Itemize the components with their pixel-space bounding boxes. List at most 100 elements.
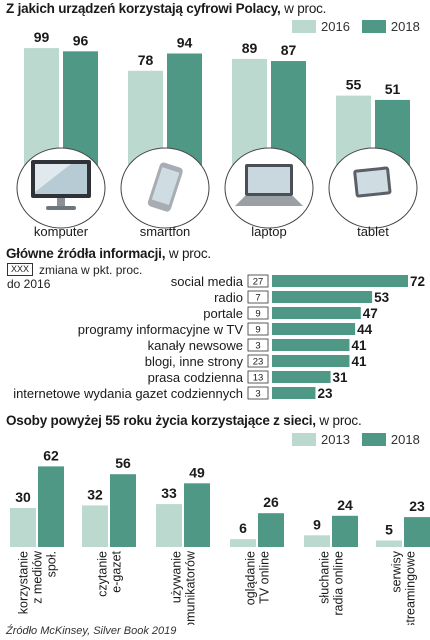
chart1-title-text: Z jakich urządzeń korzystają cyfrowi Pol… bbox=[6, 1, 281, 16]
senior-category-5-line-0: serwisy bbox=[389, 550, 403, 592]
senior-bar-2-2013 bbox=[156, 504, 182, 547]
news-label-7: internetowe wydania gazet codziennych bbox=[13, 386, 243, 401]
tablet-icon bbox=[353, 166, 392, 198]
chart1-legend: 2016 2018 bbox=[292, 19, 430, 34]
category-label-laptop: laptop bbox=[251, 224, 286, 239]
news-change-2: 9 bbox=[255, 309, 260, 320]
laptop-icon bbox=[235, 164, 303, 206]
chart2-title: Główne źródła informacji, w proc. bbox=[6, 246, 211, 261]
legend-swatch-2018 bbox=[361, 20, 386, 33]
laptop-screen bbox=[248, 167, 290, 193]
senior-value-3-2018: 26 bbox=[263, 494, 279, 510]
senior-value-3-2013: 6 bbox=[239, 520, 247, 536]
senior-category-0-line-0: korzystanie bbox=[16, 551, 30, 614]
category-label-komputer: komputer bbox=[34, 224, 89, 239]
senior-category-0-line-2: społ. bbox=[44, 551, 58, 577]
news-sources-chart: 72 27 social media 53 7 radio 47 9 portale 44 9 pro… bbox=[13, 274, 425, 401]
news-change-box-6 bbox=[247, 370, 269, 384]
senior-category-1-line-1: e-gazet bbox=[109, 550, 123, 592]
category-label-smartfon: smartfon bbox=[140, 224, 191, 239]
news-change-box-5 bbox=[247, 354, 269, 368]
senior-bar-5-2018 bbox=[404, 517, 430, 547]
devices-chart: 99 96 komputer 78 94 smartfon 89 87 laptop 55 51 ta… bbox=[16, 29, 418, 239]
news-change-5: 23 bbox=[253, 357, 264, 368]
legend-swatch-2016 bbox=[292, 20, 316, 33]
value-tablet-2016: 55 bbox=[346, 77, 362, 93]
monitor-glare bbox=[35, 164, 71, 192]
bar-laptop-2016 bbox=[232, 58, 267, 165]
news-value-6: 31 bbox=[333, 370, 349, 385]
news-value-5: 41 bbox=[351, 354, 367, 369]
news-bar-2 bbox=[272, 307, 361, 319]
news-value-1: 53 bbox=[374, 290, 390, 305]
chart3-title: Osoby powyżej 55 roku życia korzystające… bbox=[6, 413, 362, 428]
news-bar-6 bbox=[272, 371, 331, 383]
senior-category-5-line-1: streamingowe bbox=[403, 551, 417, 625]
senior-bar-3-2018 bbox=[258, 513, 284, 547]
news-value-4: 41 bbox=[351, 338, 367, 353]
news-bar-0 bbox=[272, 275, 408, 287]
news-change-box-4 bbox=[247, 338, 269, 352]
value-laptop-2018: 87 bbox=[281, 42, 297, 58]
senior-value-4-2013: 9 bbox=[313, 516, 321, 532]
news-label-6: prasa codzienna bbox=[148, 370, 244, 385]
chart2-title-text: Główne źródła informacji, bbox=[6, 246, 166, 261]
news-change-4: 3 bbox=[255, 341, 260, 352]
value-komputer-2016: 99 bbox=[34, 29, 50, 45]
news-change-box-7 bbox=[247, 386, 269, 400]
news-bar-5 bbox=[272, 355, 350, 367]
senior-value-5-2018: 23 bbox=[409, 498, 425, 514]
bar-komputer-2018 bbox=[63, 51, 98, 165]
news-change-0: 27 bbox=[253, 277, 264, 288]
legend-label-2018: 2018 bbox=[390, 19, 420, 34]
news-label-3: programy informacyjne w TV bbox=[78, 322, 244, 337]
news-change-6: 13 bbox=[253, 373, 264, 384]
senior-value-4-2018: 24 bbox=[337, 497, 353, 513]
senior-category-3-line-1: TV online bbox=[257, 551, 271, 604]
news-bar-7 bbox=[272, 387, 316, 399]
source-note: Źródło McKinsey, Silver Book 2019 bbox=[6, 625, 177, 637]
tablet-screen bbox=[356, 169, 389, 195]
seniors-chart: 30 62 korzystanie z mediów społ. 32 56 czytanie… bbox=[10, 450, 430, 625]
news-change-7: 3 bbox=[255, 389, 260, 400]
legend-swatch-2018b bbox=[361, 433, 386, 446]
chart3-title-unit: w proc. bbox=[319, 413, 362, 428]
senior-bar-0-2018 bbox=[38, 466, 64, 547]
senior-category-0-line-1: z mediów bbox=[30, 550, 44, 604]
senior-value-1-2013: 32 bbox=[87, 486, 103, 502]
senior-value-0-2018: 62 bbox=[43, 450, 59, 463]
senior-bar-3-2013 bbox=[230, 539, 256, 547]
news-value-2: 47 bbox=[363, 306, 378, 321]
senior-value-2-2013: 33 bbox=[161, 485, 177, 501]
news-change-box-2 bbox=[247, 306, 269, 320]
value-smartfon-2018: 94 bbox=[177, 34, 193, 50]
change-note-line2: do 2016 bbox=[7, 277, 51, 291]
senior-bar-2-2018 bbox=[184, 483, 210, 547]
monitor-base bbox=[46, 206, 76, 210]
smartphone-icon bbox=[147, 162, 183, 212]
news-label-4: kanały newsowe bbox=[148, 338, 243, 353]
senior-category-4-line-1: radia online bbox=[331, 551, 345, 616]
value-tablet-2018: 51 bbox=[385, 81, 401, 97]
monitor-icon bbox=[31, 160, 91, 210]
legend-label-2016: 2016 bbox=[321, 19, 350, 34]
value-laptop-2016: 89 bbox=[242, 40, 258, 56]
news-value-0: 72 bbox=[410, 274, 425, 289]
bar-laptop-2018 bbox=[271, 61, 306, 165]
news-label-1: radio bbox=[214, 290, 243, 305]
senior-category-1-line-0: czytanie bbox=[95, 551, 109, 597]
chart1-title: Z jakich urządzeń korzystają cyfrowi Pol… bbox=[6, 1, 326, 16]
senior-category-3-line-0: oglądanie bbox=[243, 551, 257, 605]
bar-smartfon-2018 bbox=[167, 53, 202, 166]
legend-swatch-2013 bbox=[292, 433, 316, 446]
legend-label-2018b: 2018 bbox=[390, 432, 420, 447]
legend-label-2013: 2013 bbox=[321, 432, 350, 447]
senior-bar-4-2018 bbox=[332, 515, 358, 547]
change-note: XXX zmiana w pkt. proc. do 2016 bbox=[7, 263, 142, 291]
news-label-0: social media bbox=[171, 274, 244, 289]
senior-value-1-2018: 56 bbox=[115, 455, 131, 471]
senior-category-2-line-1: komunikatorów bbox=[183, 550, 197, 625]
bar-komputer-2016 bbox=[24, 48, 59, 165]
news-label-5: blogi, inne strony bbox=[145, 354, 244, 369]
senior-value-0-2013: 30 bbox=[15, 489, 31, 505]
